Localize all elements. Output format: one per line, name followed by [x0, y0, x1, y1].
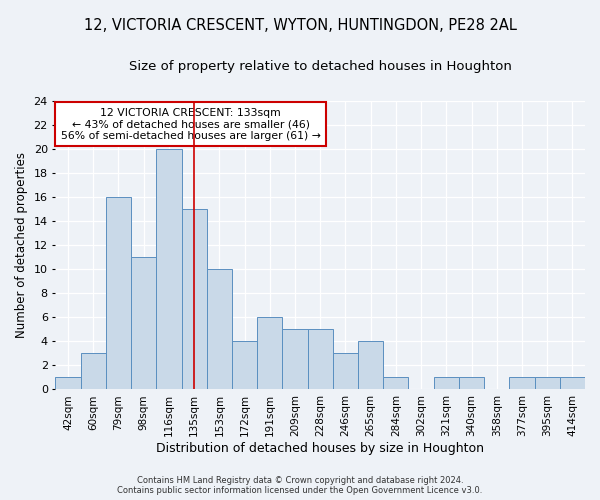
Bar	[434, 378, 459, 390]
Bar	[131, 257, 157, 390]
Bar	[207, 269, 232, 390]
Bar	[358, 342, 383, 390]
Bar	[80, 354, 106, 390]
Bar	[459, 378, 484, 390]
Bar	[55, 378, 80, 390]
Bar	[383, 378, 409, 390]
Y-axis label: Number of detached properties: Number of detached properties	[15, 152, 28, 338]
Bar	[535, 378, 560, 390]
Bar	[283, 330, 308, 390]
X-axis label: Distribution of detached houses by size in Houghton: Distribution of detached houses by size …	[156, 442, 484, 455]
Bar	[157, 148, 182, 390]
Bar	[333, 354, 358, 390]
Title: Size of property relative to detached houses in Houghton: Size of property relative to detached ho…	[129, 60, 512, 73]
Bar	[509, 378, 535, 390]
Text: 12, VICTORIA CRESCENT, WYTON, HUNTINGDON, PE28 2AL: 12, VICTORIA CRESCENT, WYTON, HUNTINGDON…	[83, 18, 517, 32]
Bar	[257, 317, 283, 390]
Text: Contains HM Land Registry data © Crown copyright and database right 2024.
Contai: Contains HM Land Registry data © Crown c…	[118, 476, 482, 495]
Bar	[560, 378, 585, 390]
Bar	[232, 342, 257, 390]
Bar	[106, 197, 131, 390]
Bar	[308, 330, 333, 390]
Bar	[182, 209, 207, 390]
Text: 12 VICTORIA CRESCENT: 133sqm
← 43% of detached houses are smaller (46)
56% of se: 12 VICTORIA CRESCENT: 133sqm ← 43% of de…	[61, 108, 320, 141]
